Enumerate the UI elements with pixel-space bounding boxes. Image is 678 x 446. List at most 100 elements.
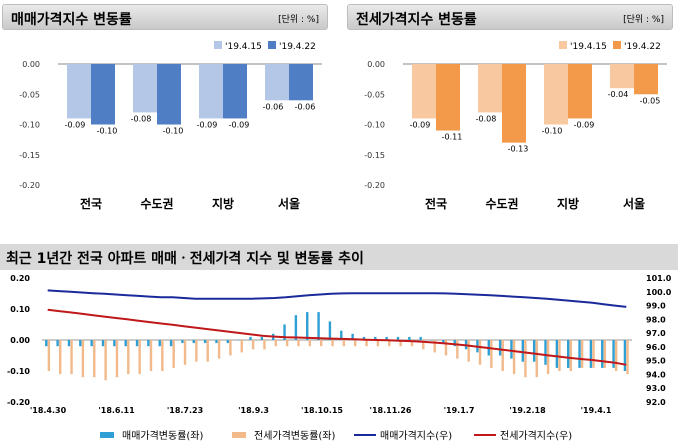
- trend-bar: [161, 340, 164, 371]
- sale-legend-label: '19.4.15: [225, 42, 262, 52]
- trend-legend-label: 매매가격지수(우): [380, 429, 452, 442]
- trend-bar: [558, 340, 561, 371]
- trend-bar: [90, 340, 93, 347]
- trend-bar: [192, 340, 195, 344]
- trend-bar: [183, 340, 187, 365]
- jeonse-bar: [544, 64, 568, 125]
- trend-legend-label: 전세가격지수(우): [500, 429, 572, 442]
- jeonse-change-header: 전세가격지수 변동률 [단위 : %]: [347, 4, 673, 30]
- sale-value-label: -0.10: [97, 127, 118, 136]
- trend-bar: [614, 340, 618, 371]
- trend-legend-label: 전세가격변동률(좌): [254, 429, 336, 442]
- jeonse-change-title: 전세가격지수 변동률: [356, 12, 477, 28]
- trend-xtick-label: '18.10.15: [301, 406, 343, 415]
- trend-bar: [263, 340, 266, 350]
- trend-bar: [433, 340, 436, 353]
- trend-bar: [453, 340, 456, 347]
- jeonse-category-label: 서울: [623, 196, 645, 211]
- jeonse-ytick-label: -0.05: [364, 90, 385, 99]
- sale-change-unit: [단위 : %]: [278, 15, 319, 25]
- jeonse-value-label: -0.08: [476, 114, 497, 123]
- trend-bar: [285, 340, 289, 347]
- trend-bar: [70, 340, 73, 375]
- trend-bar: [532, 340, 536, 362]
- trend-bar: [229, 340, 232, 356]
- trend-right-ytick-label: 95.0: [646, 357, 666, 366]
- trend-bar: [135, 340, 139, 347]
- sale-bar: [133, 64, 157, 113]
- trend-bar: [172, 340, 175, 368]
- trend-xtick-label: '18.9.3: [238, 406, 269, 415]
- trend-right-ytick-label: 94.0: [646, 370, 666, 379]
- trend-bar: [399, 340, 402, 347]
- trend-xtick-label: '18.7.23: [167, 406, 203, 415]
- jeonse-bar: [436, 64, 460, 131]
- trend-legend-label: 매매가격변동률(좌): [122, 429, 204, 442]
- sale-ytick-label: -0.10: [19, 121, 40, 130]
- sale-bar: [199, 64, 223, 119]
- sale-category-label: 전국: [80, 196, 102, 211]
- jeonse-bar: [610, 64, 634, 89]
- sale-category-label: 지방: [212, 196, 234, 211]
- trend-bar: [385, 336, 388, 340]
- trend-bar: [181, 340, 184, 344]
- trend-bar: [365, 340, 368, 347]
- sale-ytick-label: 0.00: [22, 60, 40, 69]
- trend-bar: [215, 340, 218, 344]
- trend-bar: [544, 340, 547, 365]
- jeonse-legend-swatch: [559, 41, 567, 49]
- jeonse-ytick-label: -0.20: [364, 181, 385, 190]
- trend-bar: [456, 340, 459, 359]
- trend-bar: [127, 340, 130, 375]
- trend-bar: [206, 340, 209, 362]
- sale-value-label: -0.06: [263, 102, 284, 111]
- trend-bar: [147, 340, 150, 347]
- trend-chart: 0.20 0.10 0.00 -0.10 -0.20 101.0 100.0 99.0 98.0…: [7, 274, 672, 442]
- trend-bar: [478, 340, 482, 365]
- trend-xtick-label: '18.11.26: [370, 406, 412, 415]
- trend-bar: [351, 333, 354, 340]
- sale-value-label: -0.08: [131, 114, 152, 123]
- sale-bar: [91, 64, 115, 125]
- trend-bar: [203, 340, 207, 344]
- trend-bar: [79, 340, 82, 347]
- trend-bar: [546, 340, 550, 375]
- sale-bar: [289, 64, 313, 101]
- sale-change-chart: 0.00 -0.05 -0.10 -0.15 -0.20 '19.4.15 '19.4.22…: [19, 41, 322, 211]
- trend-bar: [158, 340, 161, 347]
- trend-bar: [603, 340, 607, 368]
- sale-ytick-label: -0.20: [19, 181, 40, 190]
- jeonse-value-label: -0.13: [508, 145, 529, 154]
- sale-value-label: -0.09: [229, 120, 250, 129]
- trend-right-ytick-label: 98.0: [646, 315, 666, 324]
- trend-bar: [138, 340, 141, 375]
- jeonse-category-label: 전국: [425, 196, 447, 211]
- sale-ytick-label: -0.15: [19, 151, 40, 160]
- sale-bar: [265, 64, 289, 101]
- trend-bar: [149, 340, 153, 371]
- trend-bar: [294, 315, 298, 340]
- trend-bar: [274, 340, 277, 347]
- trend-bar: [59, 340, 62, 375]
- trend-xtick-label: '19.2.18: [509, 406, 546, 415]
- sale-legend-swatch: [268, 41, 276, 49]
- trend-title: 최근 1년간 전국 아파트 매매ㆍ전세가격 지수 및 변동률 추이: [6, 251, 364, 267]
- trend-bar: [467, 340, 470, 362]
- trend-bar: [93, 340, 96, 378]
- trend-panel: 최근 1년간 전국 아파트 매매ㆍ전세가격 지수 및 변동률 추이 0.20 0.…: [0, 244, 678, 446]
- sale-ytick-label: -0.05: [19, 90, 40, 99]
- jeonse-legend-swatch: [613, 41, 621, 49]
- jeonse-ytick-label: -0.10: [364, 121, 385, 130]
- trend-bar: [569, 340, 572, 371]
- jeonse-bar: [412, 64, 436, 119]
- jeonse-category-label: 수도권: [485, 197, 518, 211]
- trend-right-ytick-label: 99.0: [646, 302, 666, 311]
- trend-left-ytick-label: 0.00: [10, 336, 30, 345]
- trend-bar: [260, 336, 264, 340]
- trend-bar: [308, 340, 312, 347]
- jeonse-ytick-label: 0.00: [367, 60, 385, 69]
- trend-bar: [535, 340, 538, 378]
- trend-bar: [328, 321, 332, 340]
- trend-bar: [422, 340, 425, 350]
- trend-bar: [430, 340, 434, 341]
